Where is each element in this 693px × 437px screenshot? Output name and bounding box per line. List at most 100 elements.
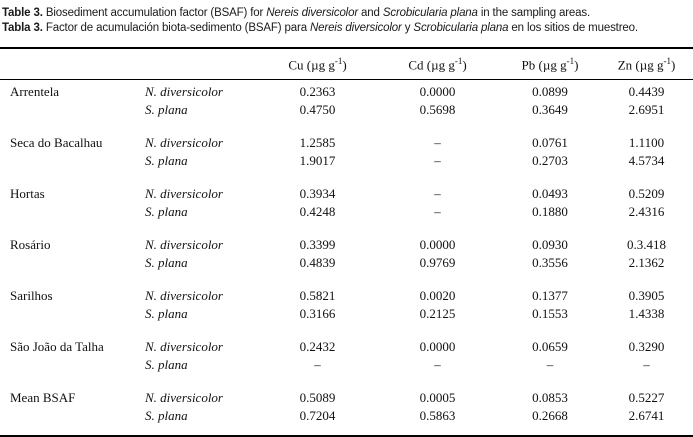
value-cell: 0.0899	[532, 84, 568, 100]
value-cell: 0.0020	[419, 288, 456, 304]
value-cell: 2.6741	[628, 408, 665, 424]
col-header-site-spacer	[0, 48, 140, 81]
table-row: Rosário N. diversicolor 0.3399 0.0000 0.0930…	[0, 236, 693, 254]
value-cell: 0.0761	[532, 135, 568, 151]
value-cell: 0.3905	[628, 288, 665, 304]
value-cell: 0.0493	[532, 186, 568, 202]
value-cell: –	[434, 153, 441, 169]
value-cell: 0.5227	[628, 390, 665, 406]
value-cell: –	[434, 186, 441, 202]
value-cell: 0.1880	[532, 204, 568, 220]
value-cell: 0.5863	[419, 408, 456, 424]
value-cell: 0.3166	[299, 306, 336, 322]
table-row: S. plana 0.4750 0.5698 0.3649 2.6951	[0, 101, 693, 134]
site-group: Mean BSAF N. diversicolor 0.5089 0.0005 0.08…	[0, 389, 693, 436]
species-cell: S. plana	[145, 153, 188, 169]
value-cell: 0.0000	[419, 339, 456, 355]
value-cell: 0.2363	[299, 84, 336, 100]
value-cell: 0.2432	[299, 339, 336, 355]
site-cell: Rosário	[10, 237, 51, 253]
value-cell: 0.4839	[299, 255, 336, 271]
value-cell: 0.3290	[628, 339, 665, 355]
value-cell: 0.0005	[419, 390, 456, 406]
table-header-row: Cu (µg g-1) Cd (µg g-1) Pb (µg g-1) Zn (…	[0, 48, 693, 81]
table-row: S. plana – – – –	[0, 356, 693, 389]
species-cell: S. plana	[145, 102, 188, 118]
value-cell: 1.1100	[628, 135, 665, 151]
site-cell: Sarilhos	[10, 288, 53, 304]
value-cell: 1.9017	[299, 153, 336, 169]
value-cell: 0.3649	[532, 102, 568, 118]
species-cell: N. diversicolor	[145, 135, 223, 151]
species-cell: N. diversicolor	[145, 339, 223, 355]
value-cell: –	[434, 135, 441, 151]
value-cell: 0.2668	[532, 408, 568, 424]
species-cell: N. diversicolor	[145, 186, 223, 202]
site-group: Sarilhos N. diversicolor 0.5821 0.0020 0.137…	[0, 287, 693, 338]
value-cell: 0.0853	[532, 390, 568, 406]
site-group: Rosário N. diversicolor 0.3399 0.0000 0.0930…	[0, 236, 693, 287]
col-header-zn: Zn (µg g-1)	[600, 48, 693, 81]
value-cell: 0.4750	[299, 102, 336, 118]
value-cell: 0.5089	[299, 390, 336, 406]
value-cell: –	[643, 357, 650, 373]
value-cell: 0.5698	[419, 102, 456, 118]
value-cell: 0.5821	[299, 288, 336, 304]
site-cell: Mean BSAF	[10, 390, 76, 406]
site-cell	[0, 254, 140, 287]
bsaf-table: Cu (µg g-1) Cd (µg g-1) Pb (µg g-1) Zn (…	[0, 47, 693, 437]
species-cell: N. diversicolor	[145, 237, 223, 253]
value-cell: 0.4248	[299, 204, 336, 220]
value-cell: 1.2585	[299, 135, 336, 151]
value-cell: 0.2703	[532, 153, 568, 169]
site-cell	[0, 305, 140, 338]
site-cell	[0, 203, 140, 236]
value-cell: 1.4338	[628, 306, 665, 322]
species-cell: N. diversicolor	[145, 390, 223, 406]
value-cell: 0.0000	[419, 84, 456, 100]
value-cell: 2.1362	[628, 255, 665, 271]
col-header-cu: Cu (µg g-1)	[260, 48, 375, 81]
site-group: Seca do Bacalhau N. diversicolor 1.2585 – 0.…	[0, 134, 693, 185]
species-cell: S. plana	[145, 357, 188, 373]
caption-line-english: Table 3. Biosediment accumulation factor…	[2, 7, 591, 19]
species-cell: S. plana	[145, 306, 188, 322]
table-row: S. plana 0.4839 0.9769 0.3556 2.1362	[0, 254, 693, 287]
value-cell: 0.4439	[628, 84, 665, 100]
col-header-species-spacer	[140, 48, 260, 81]
value-cell: 0.3399	[299, 237, 336, 253]
value-cell: –	[546, 357, 554, 373]
species-cell: S. plana	[145, 408, 188, 424]
value-cell: –	[314, 357, 321, 373]
value-cell: 0.1377	[532, 288, 568, 304]
site-cell	[0, 356, 140, 389]
site-group: Arrentela N. diversicolor 0.2363 0.0000 0.08…	[0, 80, 693, 135]
site-group: São João da Talha N. diversicolor 0.2432 0.…	[0, 338, 693, 389]
site-cell	[0, 101, 140, 134]
site-cell: São João da Talha	[10, 339, 104, 355]
value-cell: 0.0000	[419, 237, 456, 253]
value-cell: –	[434, 204, 441, 220]
table-row: Sarilhos N. diversicolor 0.5821 0.0020 0.137…	[0, 287, 693, 305]
table-row: Hortas N. diversicolor 0.3934 – 0.0493 0.5209	[0, 185, 693, 203]
table-row: S. plana 1.9017 – 0.2703 4.5734	[0, 152, 693, 185]
table-caption: Table 3. Biosediment accumulation factor…	[0, 0, 693, 36]
table-row: Mean BSAF N. diversicolor 0.5089 0.0005 0.08…	[0, 389, 693, 407]
table-header: Cu (µg g-1) Cd (µg g-1) Pb (µg g-1) Zn (…	[0, 48, 693, 81]
species-cell: S. plana	[145, 204, 188, 220]
value-cell: 0.5209	[628, 186, 665, 202]
col-header-pb: Pb (µg g-1)	[500, 48, 600, 81]
table-row: S. plana 0.3166 0.2125 0.1553 1.4338	[0, 305, 693, 338]
value-cell: –	[434, 357, 441, 373]
site-group: Hortas N. diversicolor 0.3934 – 0.0493 0.5209…	[0, 185, 693, 236]
table-row: Arrentela N. diversicolor 0.2363 0.0000 0.08…	[0, 80, 693, 102]
value-cell: 0.2125	[419, 306, 456, 322]
value-cell: 0.1553	[532, 306, 568, 322]
site-cell: Seca do Bacalhau	[10, 135, 103, 151]
caption-line-spanish: Tabla 3. Factor de acumulación biota-sed…	[2, 22, 638, 34]
value-cell: 0.0930	[532, 237, 568, 253]
table-row: S. plana 0.7204 0.5863 0.2668 2.6741	[0, 407, 693, 436]
species-cell: S. plana	[145, 255, 188, 271]
value-cell: 0.3.418	[627, 237, 666, 253]
